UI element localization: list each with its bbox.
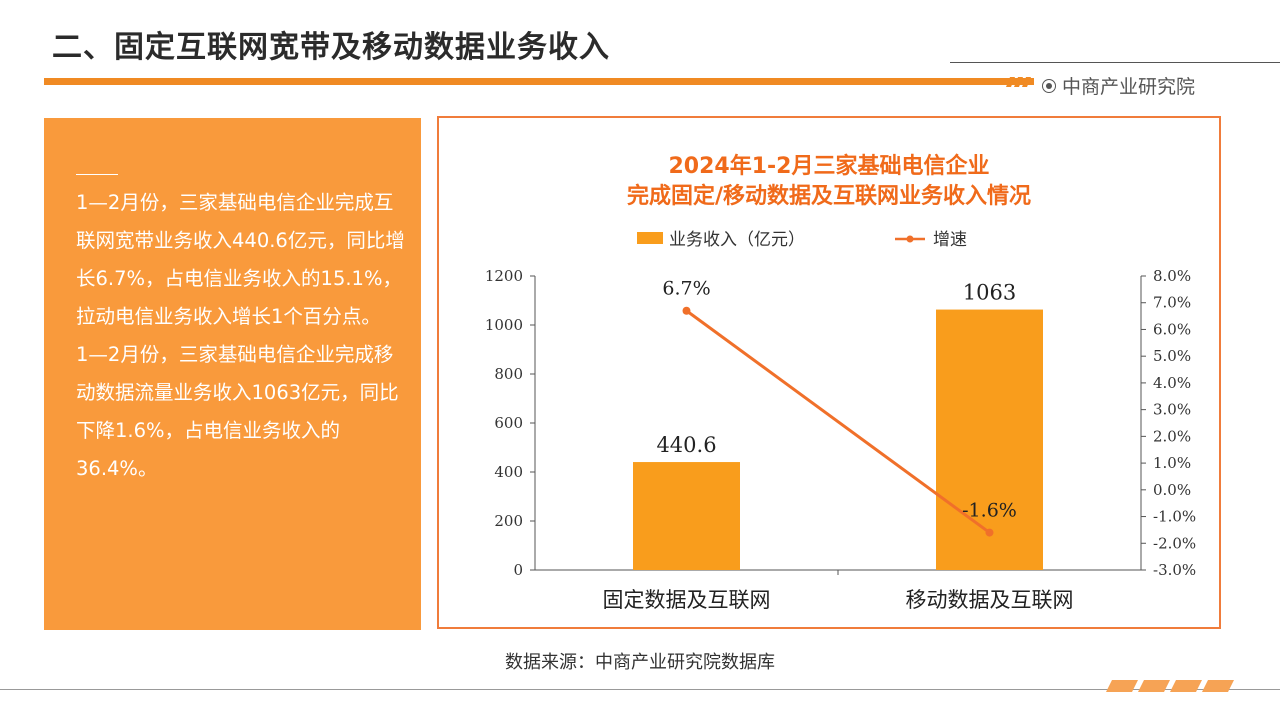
combo-chart: 业务收入（亿元） 增速 0 200 400 600 800 1000 1200 -3.0% -2.0…	[485, 230, 1196, 612]
y-left-tick-label: 200	[494, 512, 523, 530]
y-left-tick-label: 400	[494, 463, 523, 481]
y-right-tick-label: 4.0%	[1153, 374, 1191, 392]
target-icon	[1042, 78, 1056, 93]
bar	[633, 462, 740, 570]
legend-line-label: 增速	[933, 230, 967, 250]
y-right-tick-label: 1.0%	[1153, 454, 1191, 472]
bar-data-label: 1063	[963, 281, 1016, 305]
summary-panel: 1—2月份，三家基础电信企业完成互联网宽带业务收入440.6亿元，同比增长6.7…	[44, 118, 421, 630]
header-thin-rule	[950, 62, 1280, 63]
y-left-tick-label: 1000	[485, 316, 523, 334]
legend-bar-swatch	[637, 232, 663, 244]
y-right-tick-label: 0.0%	[1153, 481, 1191, 499]
brand-text: 中商产业研究院	[1062, 76, 1196, 98]
bar-data-label: 440.6	[656, 433, 716, 457]
header-stripes-decoration	[1006, 77, 1031, 87]
x-category-label: 移动数据及互联网	[906, 588, 1074, 612]
y-right-tick-label: -3.0%	[1153, 561, 1196, 579]
y-left-tick-label: 0	[513, 561, 523, 579]
growth-data-label: -1.6%	[962, 500, 1017, 522]
panel-dash	[76, 174, 118, 175]
footer-stripes-decoration	[1106, 680, 1234, 692]
y-right-tick-label: 8.0%	[1153, 267, 1191, 285]
brand-label: 中商产业研究院	[1042, 72, 1195, 99]
y-right-tick-label: -2.0%	[1153, 534, 1196, 552]
chart-title-line-1: 2024年1-2月三家基础电信企业	[668, 154, 990, 179]
x-category-label: 固定数据及互联网	[603, 588, 771, 612]
summary-text: 1—2月份，三家基础电信企业完成互联网宽带业务收入440.6亿元，同比增长6.7…	[76, 184, 406, 488]
growth-marker	[682, 306, 691, 315]
y-right-tick-label: 2.0%	[1153, 427, 1191, 445]
chart-title-line-2: 完成固定/移动数据及互联网业务收入情况	[626, 184, 1032, 209]
summary-paragraph-1: 1—2月份，三家基础电信企业完成互联网宽带业务收入440.6亿元，同比增长6.7…	[76, 191, 405, 328]
y-right-tick-label: -1.0%	[1153, 508, 1196, 526]
y-left-tick-label: 600	[494, 414, 523, 432]
growth-line	[685, 309, 991, 534]
chart-panel: 2024年1-2月三家基础电信企业 完成固定/移动数据及互联网业务收入情况 业务…	[437, 116, 1221, 629]
growth-marker	[985, 528, 994, 537]
legend-line-marker	[906, 235, 914, 243]
y-right-tick-label: 3.0%	[1153, 401, 1191, 419]
y-left-tick-label: 800	[494, 365, 523, 383]
y-right-tick-label: 5.0%	[1153, 347, 1191, 365]
legend-bar-label: 业务收入（亿元）	[669, 230, 805, 250]
y-left-tick-label: 1200	[485, 267, 523, 285]
growth-data-label: 6.7%	[662, 278, 710, 300]
footer-rule	[0, 689, 1280, 690]
y-right-tick-label: 6.0%	[1153, 320, 1191, 338]
data-source: 数据来源：中商产业研究院数据库	[505, 652, 775, 673]
page-title: 二、固定互联网宽带及移动数据业务收入	[52, 30, 610, 65]
summary-paragraph-2: 1—2月份，三家基础电信企业完成移动数据流量业务收入1063亿元，同比下降1.6…	[76, 343, 399, 480]
title-underline	[44, 78, 1034, 85]
y-right-tick-label: 7.0%	[1153, 294, 1191, 312]
bar	[936, 309, 1043, 570]
